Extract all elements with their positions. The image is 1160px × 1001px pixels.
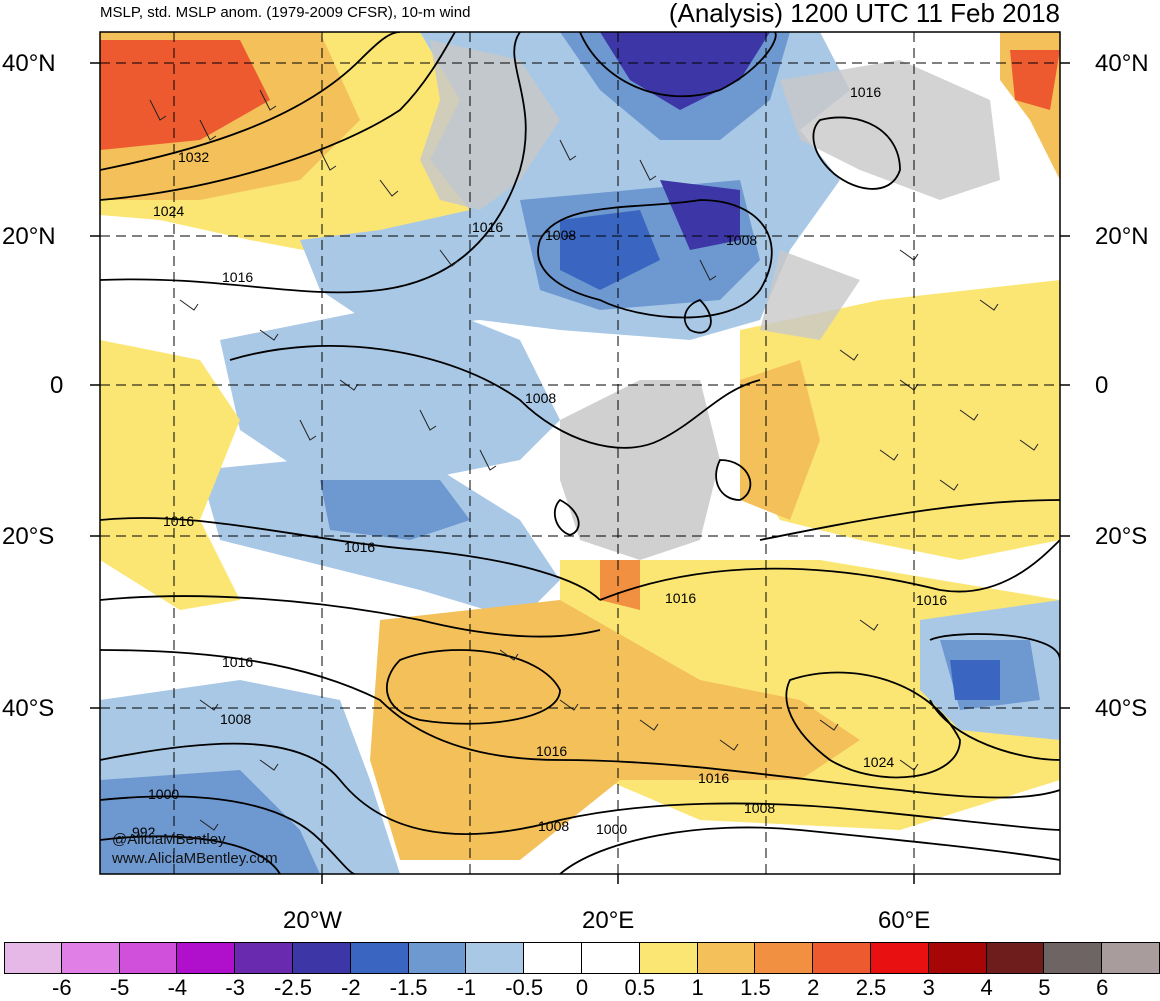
isobar-label: 1000 — [596, 821, 627, 837]
colorbar-swatch — [813, 942, 871, 974]
colorbar-label: -6 — [52, 975, 72, 1000]
colorbar-label: 5 — [1038, 975, 1051, 1000]
colorbar-label: 0.5 — [624, 975, 656, 1000]
map-frame — [99, 31, 1061, 875]
colorbar-swatch — [235, 942, 293, 974]
isobar-label: 1016 — [472, 219, 503, 235]
isobar-label: 1016 — [222, 269, 253, 285]
colorbar-swatch — [1044, 942, 1103, 974]
isobar-label: 1024 — [153, 203, 184, 219]
isobar-label: 1008 — [220, 711, 251, 727]
lat-label-right: 0 — [1095, 372, 1109, 399]
colorbar-label: 2.5 — [855, 975, 887, 1000]
colorbar-swatch — [1102, 942, 1160, 974]
colorbar-swatch — [466, 942, 525, 974]
lat-label-left: 20°N — [2, 223, 56, 250]
isobar-label: 1008 — [744, 800, 775, 816]
credit-handle: @AliciaMBentley — [112, 831, 226, 848]
colorbar-label: 1.5 — [740, 975, 771, 1000]
isobar-label: 1016 — [222, 654, 253, 670]
lon-label: 20°W — [283, 907, 342, 934]
isobar-label: 1016 — [665, 590, 696, 606]
isobar-label: 1000 — [148, 786, 179, 802]
colorbar-swatch — [697, 942, 756, 974]
lon-label: 20°E — [582, 907, 635, 934]
colorbar-swatch — [4, 942, 62, 974]
colorbar-label: -4 — [167, 975, 188, 1000]
isobar-label: 1016 — [916, 592, 947, 608]
colorbar-label: 3 — [922, 975, 935, 1000]
lat-label-left: 0 — [50, 372, 64, 399]
colorbar-swatch — [755, 942, 814, 974]
isobar-label: 1008 — [726, 232, 757, 248]
colorbar-label: 0 — [575, 975, 589, 1000]
colorbar-swatch — [408, 942, 467, 974]
isobar-label: 1008 — [545, 227, 576, 243]
colorbar-label: -0.5 — [505, 975, 544, 1000]
colorbar-label: 2 — [807, 975, 820, 1000]
colorbar-label: 4 — [980, 975, 993, 1000]
credit-website: www.AliciaMBentley.com — [112, 850, 278, 867]
isobar-label: 1016 — [163, 513, 194, 529]
lat-label-right: 20°N — [1095, 223, 1149, 250]
colorbar-label: -1 — [456, 975, 477, 1000]
colorbar-label: -5 — [109, 975, 130, 1000]
lon-label: 60°E — [878, 907, 931, 934]
lat-label-right: 20°S — [1095, 523, 1148, 550]
isobar-label: 1016 — [344, 539, 375, 555]
isobar-label: 1008 — [525, 390, 556, 406]
colorbar-swatch — [293, 942, 351, 974]
lat-label-left: 40°N — [2, 50, 56, 77]
colorbar-label: -2.5 — [274, 975, 312, 1000]
colorbar-swatch — [119, 942, 178, 974]
colorbar-swatch — [639, 942, 698, 974]
isobar-label: 1016 — [536, 743, 567, 759]
colorbar-swatch — [928, 942, 987, 974]
colorbar-swatch — [350, 942, 409, 974]
isobar-label: 1016 — [698, 770, 729, 786]
isobar-label: 1016 — [850, 84, 881, 100]
map-title-left: MSLP, std. MSLP anom. (1979-2009 CFSR), … — [100, 4, 471, 21]
isobar-label: 992 — [132, 824, 156, 840]
map-title-right: (Analysis) 1200 UTC 11 Feb 2018 — [668, 0, 1060, 28]
lat-label-right: 40°S — [1095, 695, 1148, 722]
colorbar-swatch — [582, 942, 640, 974]
colorbar-label: 6 — [1096, 975, 1109, 1000]
colorbar-label: -2 — [341, 975, 361, 1000]
lat-label-left: 40°S — [2, 695, 55, 722]
colorbar-swatch — [524, 942, 582, 974]
colorbar-label: -3 — [225, 975, 245, 1000]
colorbar-swatch — [177, 942, 236, 974]
map-field: 1032 1024 1016 1016 1008 1008 1016 1008 … — [100, 32, 1060, 874]
lat-label-left: 20°S — [2, 523, 55, 550]
colorbar-swatch — [986, 942, 1045, 974]
isobar-label: 1008 — [538, 818, 569, 834]
isobar-label: 1032 — [178, 149, 209, 165]
colorbar-swatch — [61, 942, 120, 974]
isobar-label: 1024 — [863, 754, 894, 770]
colorbar-swatch — [871, 942, 929, 974]
colorbar-label: -1.5 — [389, 975, 428, 1000]
lat-label-right: 40°N — [1095, 50, 1149, 77]
colorbar-label: 1 — [691, 975, 704, 1000]
